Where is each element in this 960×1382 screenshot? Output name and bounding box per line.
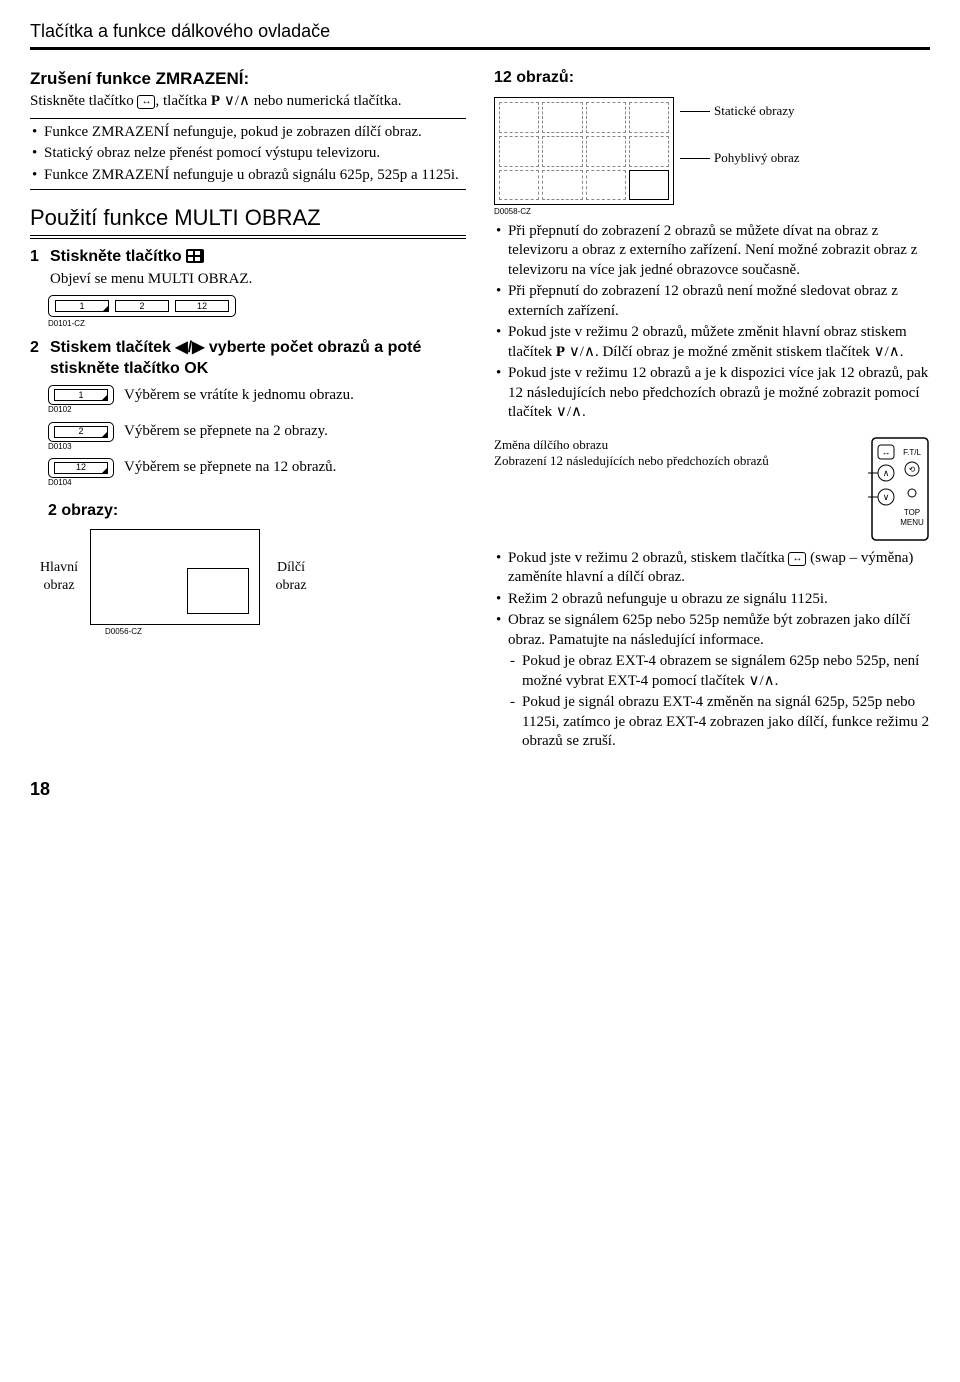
- select-1-text: Výběrem se vrátíte k jednomu obrazu.: [124, 386, 354, 406]
- figure-code: D0056-CZ: [105, 627, 466, 637]
- twelve-images-heading: 12 obrazů:: [494, 68, 930, 89]
- remote-caption-1: Změna dílčího obrazu: [494, 437, 860, 454]
- step-2: 2 Stiskem tlačítek ◀/▶ vyberte počet obr…: [30, 338, 466, 380]
- multi-image-heading: Použití funkce MULTI OBRAZ: [30, 204, 466, 233]
- remote-icon: ↔ F.T/L ∧ ⟲ ∨ TOP MENU: [868, 437, 930, 541]
- list-item: Pokud je obraz EXT-4 obrazem se signálem…: [522, 652, 930, 691]
- text: Obraz se signálem 625p nebo 525p nemůže …: [508, 612, 910, 648]
- figure-code: D0101-CZ: [48, 319, 466, 329]
- osd-option-12: 12: [175, 300, 229, 312]
- osd-option-1: 1: [54, 389, 108, 401]
- right-column: 12 obrazů: Statické obrazy Pohyblivý obr…: [494, 68, 930, 753]
- cancel-freeze-title: Zrušení funkce ZMRAZENÍ:: [30, 68, 466, 90]
- remote-figure: Změna dílčího obrazu Zobrazení 12 násled…: [494, 437, 930, 541]
- moving-label: Pohyblivý obraz: [714, 150, 800, 167]
- main-image-box: [90, 529, 260, 625]
- svg-text:∧: ∧: [883, 468, 890, 478]
- main-image-label: Hlavní obraz: [34, 559, 84, 595]
- p-key: P: [556, 344, 565, 360]
- osd-menu-all: 1 2 12: [48, 295, 236, 317]
- svg-text:↔: ↔: [882, 447, 891, 457]
- select-1-row: 1 Výběrem se vrátíte k jednomu obrazu.: [48, 385, 466, 405]
- step-2-text: Stiskem tlačítek ◀/▶ vyberte počet obraz…: [50, 339, 421, 377]
- osd-option-2: 2: [115, 300, 169, 312]
- select-2-row: 2 Výběrem se přepnete na 2 obrazy.: [48, 422, 466, 442]
- step-number: 2: [30, 338, 42, 380]
- text: Stiskněte tlačítko: [30, 93, 137, 109]
- list-item: Pokud jste v režimu 12 obrazů a je k dis…: [508, 364, 930, 423]
- list-item: Pokud jste v režimu 2 obrazů, stiskem tl…: [508, 549, 930, 588]
- dash-list: Pokud je obraz EXT-4 obrazem se signálem…: [508, 652, 930, 752]
- osd-option-12: 12: [54, 462, 108, 474]
- list-item: Statický obraz nelze přenést pomocí výst…: [44, 144, 466, 164]
- list-item: Při přepnutí do zobrazení 2 obrazů se mů…: [508, 222, 930, 281]
- list-item: Obraz se signálem 625p nebo 525p nemůže …: [508, 611, 930, 752]
- list-item: Při přepnutí do zobrazení 12 obrazů není…: [508, 282, 930, 321]
- static-label: Statické obrazy: [714, 103, 795, 120]
- select-2-text: Výběrem se přepnete na 2 obrazy.: [124, 422, 328, 442]
- swap-icon: ↔: [137, 95, 155, 109]
- figure-code: D0104: [48, 478, 466, 488]
- figure-code: D0102: [48, 405, 466, 415]
- content-columns: Zrušení funkce ZMRAZENÍ: Stiskněte tlačí…: [30, 68, 930, 753]
- text: , tlačítka: [155, 93, 210, 109]
- svg-text:⟲: ⟲: [909, 465, 916, 474]
- sub-image-box: [187, 568, 249, 614]
- text: nebo numerická tlačítka.: [250, 93, 402, 109]
- two-images-heading: 2 obrazy:: [48, 501, 466, 522]
- notes-list-b: Pokud jste v režimu 2 obrazů, stiskem tl…: [494, 549, 930, 752]
- left-column: Zrušení funkce ZMRAZENÍ: Stiskněte tlačí…: [30, 68, 466, 753]
- list-item: Funkce ZMRAZENÍ nefunguje u obrazů signá…: [44, 166, 466, 186]
- text: . Dílčí obraz je možné změnit stiskem tl…: [595, 344, 904, 360]
- page-number: 18: [30, 778, 930, 801]
- notes-list-a: Při přepnutí do zobrazení 2 obrazů se mů…: [494, 222, 930, 423]
- twelve-grid-figure: Statické obrazy Pohyblivý obraz: [494, 97, 930, 205]
- list-item: Pokud je signál obrazu EXT-4 změněn na s…: [522, 693, 930, 752]
- step-1: 1 Stiskněte tlačítko Objeví se menu MULT…: [30, 247, 466, 289]
- select-12-text: Výběrem se přepnete na 12 obrazů.: [124, 458, 336, 478]
- step-1-sub: Objeví se menu MULTI OBRAZ.: [50, 270, 466, 290]
- svg-text:TOP: TOP: [904, 508, 920, 517]
- sub-image-label: Dílčí obraz: [266, 559, 316, 595]
- page-header: Tlačítka a funkce dálkového ovladače: [30, 20, 930, 50]
- two-images-figure: Hlavní obraz Dílčí obraz: [34, 529, 466, 625]
- step-number: 1: [30, 247, 42, 289]
- figure-code: D0103: [48, 442, 466, 452]
- step-1-text: Stiskněte tlačítko: [50, 248, 186, 265]
- list-item: Funkce ZMRAZENÍ nefunguje, pokud je zobr…: [44, 123, 466, 143]
- svg-text:MENU: MENU: [900, 518, 924, 527]
- swap-icon: ↔: [788, 552, 806, 566]
- osd-option-2: 2: [54, 426, 108, 438]
- cancel-freeze-list: Funkce ZMRAZENÍ nefunguje, pokud je zobr…: [30, 123, 466, 186]
- remote-caption-2: Zobrazení 12 následujících nebo předchoz…: [494, 453, 860, 470]
- svg-text:F.T/L: F.T/L: [903, 448, 921, 457]
- twelve-grid: [494, 97, 674, 205]
- text: Pokud jste v režimu 2 obrazů, stiskem tl…: [508, 550, 788, 566]
- cancel-freeze-intro: Stiskněte tlačítko ↔, tlačítka P ∨/∧ neb…: [30, 92, 466, 112]
- list-item: Pokud jste v režimu 2 obrazů, můžete změ…: [508, 323, 930, 362]
- figure-code: D0058-CZ: [494, 207, 930, 217]
- select-12-row: 12 Výběrem se přepnete na 12 obrazů.: [48, 458, 466, 478]
- svg-text:∨: ∨: [883, 492, 890, 502]
- osd-option-1: 1: [55, 300, 109, 312]
- list-item: Režim 2 obrazů nefunguje u obrazu ze sig…: [508, 590, 930, 610]
- multi-screen-icon: [186, 249, 204, 263]
- p-key: P: [211, 93, 220, 109]
